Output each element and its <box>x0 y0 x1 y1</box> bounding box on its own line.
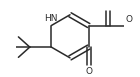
Text: HN: HN <box>44 14 58 23</box>
Text: O: O <box>126 15 133 24</box>
Text: O: O <box>85 67 92 76</box>
